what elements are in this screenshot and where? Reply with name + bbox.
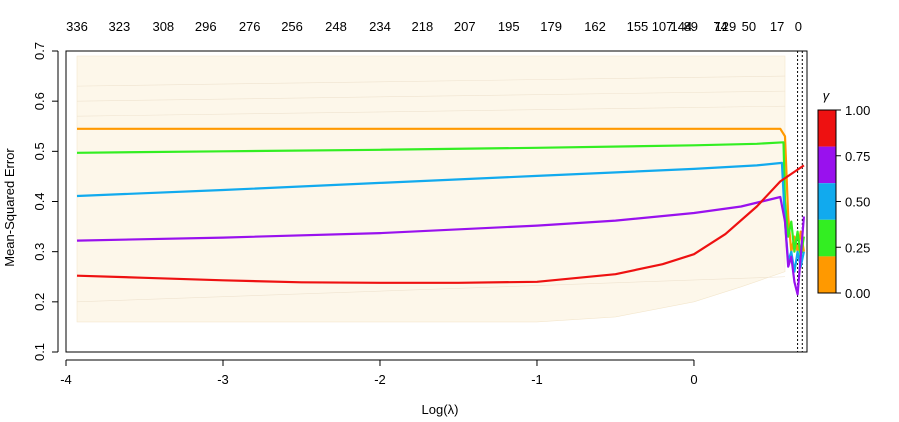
colorbar-tick-label: 0.25 xyxy=(845,240,870,255)
colorbar: γ 1.00 0.75 0.50 0.25 0.00 xyxy=(817,88,870,301)
band-envelope-line xyxy=(76,75,786,87)
series-line-1 xyxy=(76,141,805,258)
top-axis-label: 234 xyxy=(369,19,391,34)
band-envelope-line xyxy=(76,90,786,102)
y-tick-label: 0.5 xyxy=(32,142,47,160)
top-axis: 336 323 308 296 276 256 248 234 218 207 195 179 162 1… xyxy=(66,19,802,34)
top-axis-label: 0 xyxy=(795,19,802,34)
top-axis-label: 207 xyxy=(454,19,476,34)
y-axis: 0.1 0.2 0.3 0.4 0.5 0.6 0.7 xyxy=(32,42,59,361)
colorbar-tick-label: 0.75 xyxy=(845,149,870,164)
series-line-3 xyxy=(76,195,805,296)
y-tick-label: 0.4 xyxy=(32,192,47,210)
top-axis-label: 248 xyxy=(325,19,347,34)
plot-frame xyxy=(65,50,808,353)
colorbar-swatch xyxy=(818,146,836,184)
x-tick-label: -4 xyxy=(60,372,72,387)
top-axis-label: 50 xyxy=(742,19,756,34)
top-axis-label: 144 xyxy=(671,19,693,34)
top-axis-label: 323 xyxy=(109,19,131,34)
colorbar-tick-label: 1.00 xyxy=(845,103,870,118)
top-axis-label: 296 xyxy=(195,19,217,34)
top-axis-label: 129 xyxy=(715,19,737,34)
x-tick-label: -2 xyxy=(374,372,386,387)
top-axis-label: 336 xyxy=(66,19,88,34)
y-tick-label: 0.3 xyxy=(32,243,47,261)
y-tick-label: 0.1 xyxy=(32,343,47,361)
top-axis-label: 308 xyxy=(152,19,174,34)
top-axis-label: 218 xyxy=(412,19,434,34)
x-tick-label: -3 xyxy=(217,372,229,387)
error-band xyxy=(76,55,786,323)
top-axis-label: 195 xyxy=(498,19,520,34)
colorbar-tick-label: 0.00 xyxy=(845,286,870,301)
colorbar-swatch xyxy=(818,256,836,293)
plot-layer xyxy=(76,51,805,352)
band-envelope-line xyxy=(76,105,786,117)
top-axis-label: 155 xyxy=(627,19,649,34)
colorbar-swatch xyxy=(818,219,836,257)
top-axis-label: 179 xyxy=(540,19,562,34)
x-tick-label: -1 xyxy=(531,372,543,387)
top-axis-label: 162 xyxy=(584,19,606,34)
series-line-4 xyxy=(76,164,805,284)
y-tick-label: 0.7 xyxy=(32,42,47,60)
x-axis: -4 -3 -2 -1 0 xyxy=(60,359,698,387)
top-axis-label: 256 xyxy=(281,19,303,34)
y-tick-label: 0.6 xyxy=(32,92,47,110)
colorbar-swatch xyxy=(818,183,836,220)
series-line-2 xyxy=(76,161,805,273)
colorbar-tick-label: 0.50 xyxy=(845,195,870,210)
top-axis-label: 89 xyxy=(684,19,698,34)
x-axis-label: Log(λ) xyxy=(422,402,459,417)
band-envelope-line xyxy=(76,276,786,303)
top-axis-label: 276 xyxy=(239,19,261,34)
top-axis-label: 107 xyxy=(652,19,674,34)
y-tick-label: 0.2 xyxy=(32,293,47,311)
colorbar-swatch xyxy=(818,110,836,147)
top-axis-label: 17 xyxy=(770,19,784,34)
x-tick-label: 0 xyxy=(690,372,697,387)
y-axis-label: Mean-Squared Error xyxy=(2,148,17,267)
colorbar-title: γ xyxy=(823,88,831,103)
top-axis-label: 74 xyxy=(713,19,727,34)
